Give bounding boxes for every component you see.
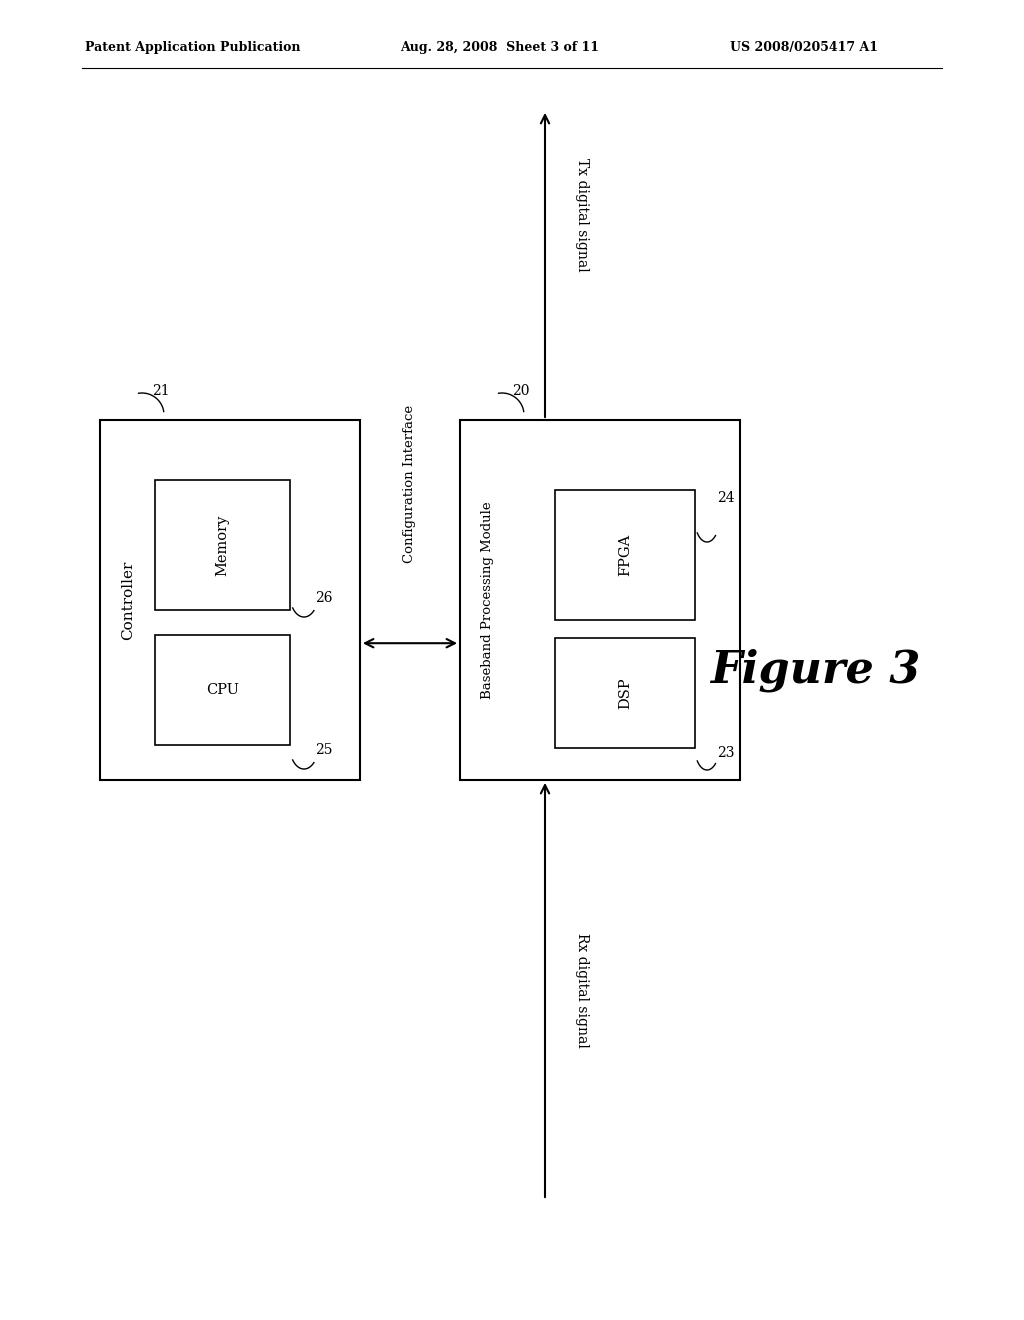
Text: Rx digital signal: Rx digital signal	[575, 932, 589, 1048]
Text: 21: 21	[152, 384, 170, 399]
Text: Aug. 28, 2008  Sheet 3 of 11: Aug. 28, 2008 Sheet 3 of 11	[400, 41, 599, 54]
Text: FPGA: FPGA	[618, 533, 632, 576]
Text: Tx digital signal: Tx digital signal	[575, 158, 589, 272]
Text: Patent Application Publication: Patent Application Publication	[85, 41, 300, 54]
Text: Controller: Controller	[121, 560, 135, 640]
Text: 23: 23	[717, 746, 734, 760]
Text: CPU: CPU	[206, 682, 239, 697]
Text: Baseband Processing Module: Baseband Processing Module	[481, 502, 495, 698]
Bar	[155, 635, 290, 744]
Text: US 2008/0205417 A1: US 2008/0205417 A1	[730, 41, 878, 54]
Bar	[100, 420, 360, 780]
Bar	[555, 638, 695, 748]
Bar	[460, 420, 740, 780]
Bar	[155, 480, 290, 610]
Text: 25: 25	[315, 743, 333, 756]
Text: 26: 26	[315, 591, 333, 605]
Text: 20: 20	[512, 384, 529, 399]
Bar	[555, 490, 695, 620]
Text: Figure 3: Figure 3	[710, 648, 921, 692]
Text: DSP: DSP	[618, 677, 632, 709]
Text: Configuration Interface: Configuration Interface	[403, 405, 417, 564]
Text: Memory: Memory	[215, 515, 229, 576]
Text: 24: 24	[717, 491, 734, 506]
